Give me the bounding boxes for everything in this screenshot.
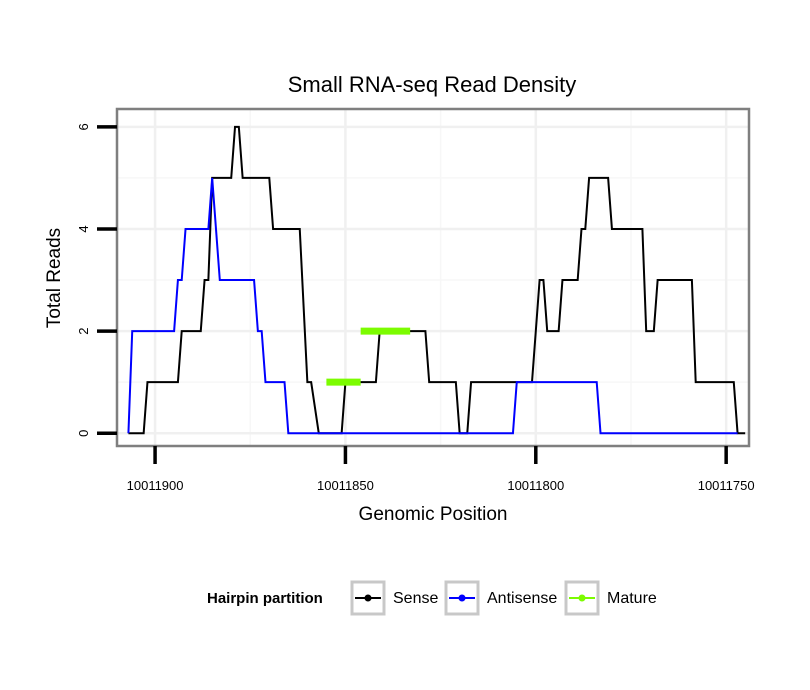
x-axis-title: Genomic Position [359,504,508,525]
legend-item-sense: Sense [350,580,438,616]
chart-title: Small RNA-seq Read Density [288,72,577,97]
legend-key-point [364,594,372,602]
legend-item-antisense: Antisense [444,580,557,616]
legend-label: Mature [607,590,657,607]
plot-panel-border [115,107,751,448]
legend-title: Hairpin partition [207,590,323,607]
series-layer [127,125,746,435]
legend-items: Sense Antisense Mature [350,580,657,616]
x-tick-label: 10011900 [127,478,184,493]
legend-label: Sense [393,590,438,607]
legend-key-point [458,594,466,602]
y-tick-label: 2 [76,327,91,334]
legend-key-point [578,594,586,602]
plot-panel [117,109,749,446]
y-axis-title: Total Reads [44,228,65,328]
legend-label: Antisense [487,590,557,607]
x-axis: 10011900 10011850 10011800 10011750 [127,446,755,493]
y-tick-label: 4 [76,225,91,232]
legend-item-mature: Mature [564,580,657,616]
y-tick-label: 0 [76,430,91,437]
y-tick-label: 6 [76,123,91,130]
plot-panel-background [117,109,749,446]
legend-key-box [350,580,386,616]
sense-series-line [128,125,746,435]
legend: Hairpin partition Sense Antisense Mature [207,580,657,616]
x-tick-label: 10011750 [698,478,755,493]
y-axis: 0 2 4 6 [76,123,117,437]
x-tick-label: 10011850 [317,478,374,493]
antisense-series-line [127,177,738,435]
x-tick-label: 10011800 [507,478,564,493]
